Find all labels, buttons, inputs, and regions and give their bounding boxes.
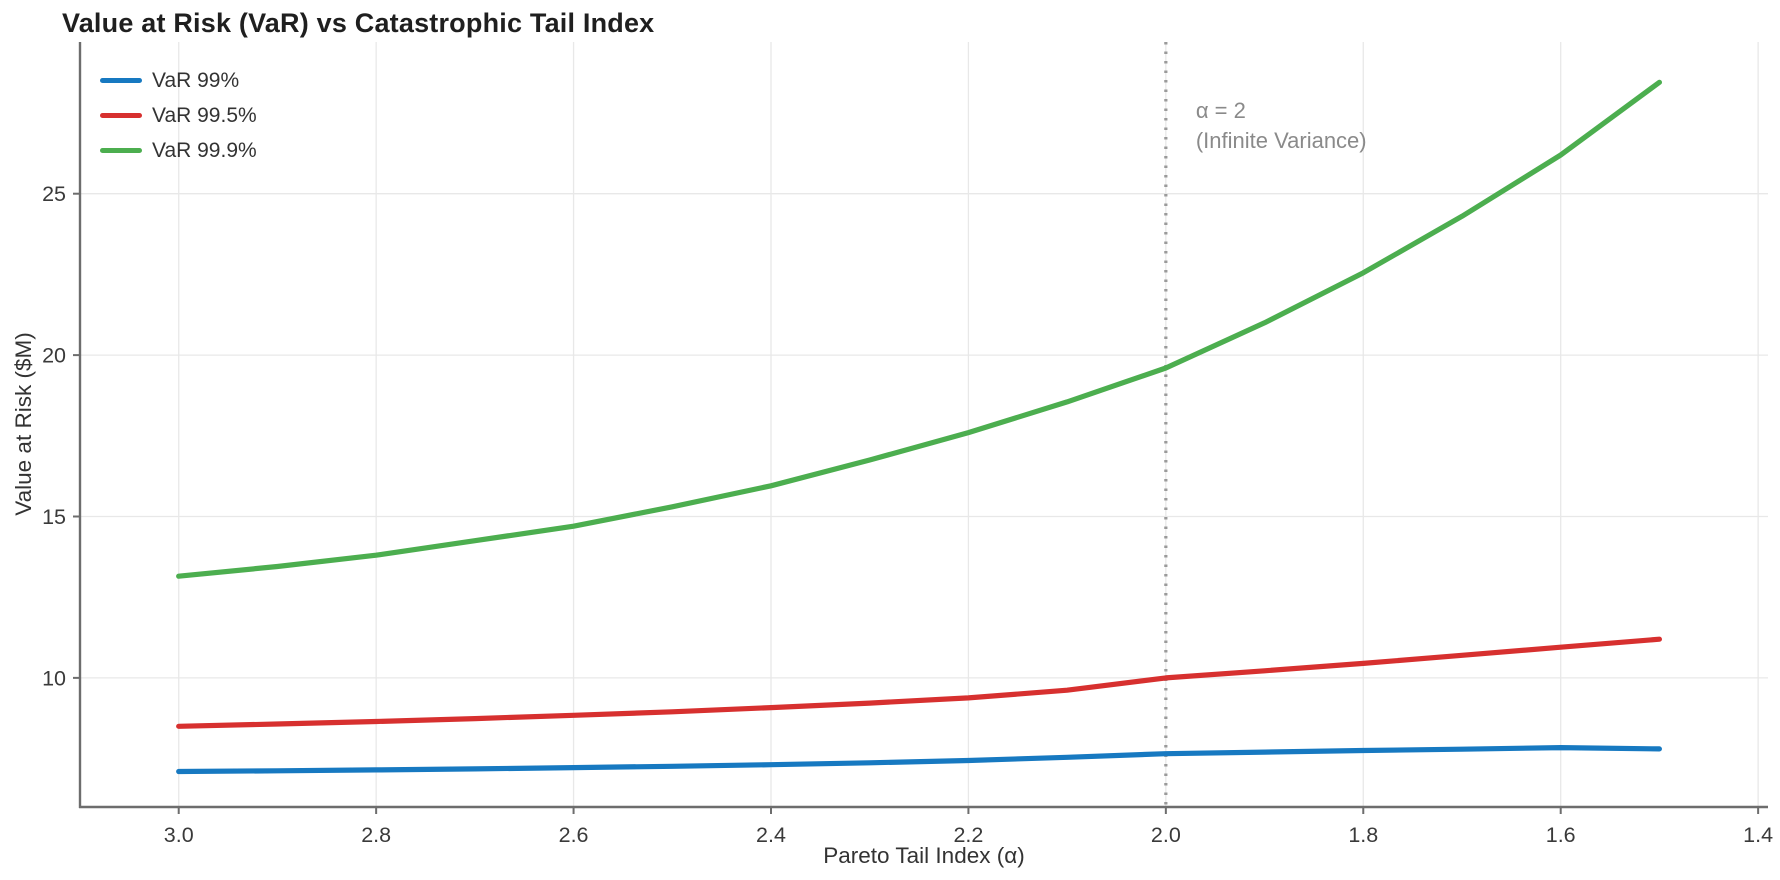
legend-label-var-99-9: VaR 99.9%: [152, 138, 257, 162]
y-axis-label: Value at Risk ($M): [11, 332, 36, 516]
x-tick-label: 2.8: [361, 823, 391, 847]
alpha-2-annotation-line1: α = 2: [1195, 98, 1246, 123]
legend-label-var-99-5: VaR 99.5%: [152, 103, 257, 127]
x-tick-label: 2.6: [559, 823, 589, 847]
x-tick-label: 2.4: [756, 823, 786, 847]
x-tick-label: 3.0: [164, 823, 194, 847]
series-line-var-99-5-: [176, 636, 1662, 729]
y-tick-label: 25: [42, 182, 66, 206]
legend-label-var-99: VaR 99%: [152, 68, 240, 92]
legend-swatch-var-99: [100, 77, 142, 84]
legend-swatch-var-99-5: [100, 112, 142, 119]
x-tick-label: 2.0: [1151, 823, 1181, 847]
legend-item-var-99-5: VaR 99.5%: [100, 98, 257, 133]
y-tick-label: 15: [42, 505, 66, 529]
x-tick-label: 1.4: [1743, 823, 1773, 847]
x-tick-label: 2.2: [953, 823, 983, 847]
legend: VaR 99% VaR 99.5% VaR 99.9%: [100, 63, 257, 168]
alpha-2-annotation: α = 2 (Infinite Variance): [1196, 96, 1367, 156]
y-tick-label: 20: [42, 344, 66, 368]
legend-item-var-99: VaR 99%: [100, 63, 257, 98]
legend-item-var-99-9: VaR 99.9%: [100, 133, 257, 168]
legend-swatch-var-99-9: [100, 147, 142, 154]
series-line-var-99-9-: [176, 79, 1662, 579]
x-tick-label: 1.8: [1348, 823, 1378, 847]
alpha-2-annotation-line2: (Infinite Variance): [1195, 128, 1367, 153]
chart-title: Value at Risk (VaR) vs Catastrophic Tail…: [62, 8, 655, 38]
x-axis-label: Pareto Tail Index (α): [823, 843, 1025, 868]
x-tick-label: 1.6: [1546, 823, 1576, 847]
series-line-var-99-: [176, 745, 1662, 775]
y-tick-label: 10: [42, 666, 66, 690]
